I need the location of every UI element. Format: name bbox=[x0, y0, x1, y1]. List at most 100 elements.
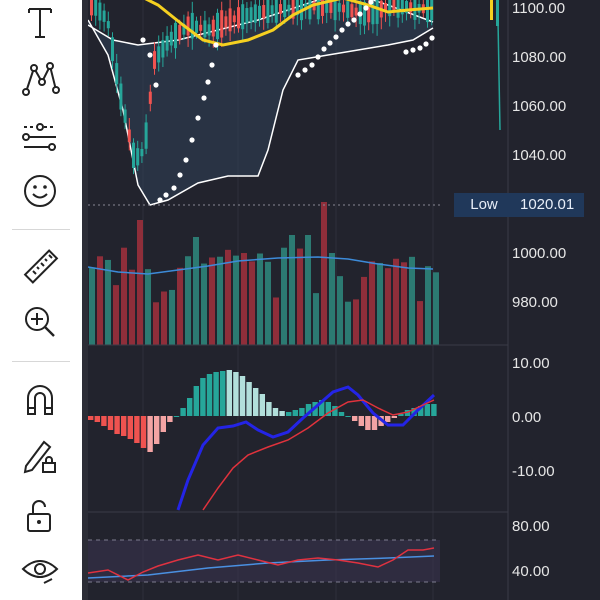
candle-body bbox=[304, 3, 308, 11]
sar-dot bbox=[213, 42, 219, 48]
candle-body bbox=[308, 0, 312, 20]
candle-body bbox=[90, 0, 93, 16]
volume-bar bbox=[137, 220, 143, 345]
macd-label-0: 0.00 bbox=[512, 409, 542, 426]
chart-area[interactable]: 1100.00 1080.00 1060.00 1040.00 1000.00 … bbox=[88, 0, 600, 600]
pattern-tool-button[interactable] bbox=[17, 55, 63, 101]
macd-histogram-bar bbox=[266, 402, 272, 416]
volume-bar bbox=[361, 276, 367, 345]
candle-body bbox=[237, 7, 240, 29]
sar-dot bbox=[321, 46, 327, 52]
candle-body bbox=[186, 16, 190, 36]
sar-dot bbox=[429, 35, 435, 41]
sar-dot bbox=[403, 49, 409, 55]
bollinger-band-fill bbox=[88, 0, 433, 205]
candle-body bbox=[329, 0, 333, 13]
candle-body bbox=[182, 23, 186, 35]
candle-body bbox=[94, 0, 98, 16]
candle-body bbox=[321, 0, 324, 16]
sar-dot bbox=[410, 47, 416, 53]
candle-body bbox=[388, 0, 392, 17]
candle-body bbox=[123, 109, 127, 123]
volume-bar bbox=[425, 266, 431, 345]
sar-dot bbox=[423, 41, 429, 47]
prediction-tool-button[interactable] bbox=[17, 112, 63, 158]
toolbar-divider bbox=[12, 229, 70, 230]
macd-histogram-bar bbox=[279, 411, 285, 416]
candle-body bbox=[169, 31, 173, 46]
candle-body bbox=[333, 0, 337, 21]
sar-dot bbox=[205, 79, 211, 85]
candle-body bbox=[283, 0, 287, 18]
prediction-icon bbox=[22, 123, 56, 151]
macd-histogram-bar bbox=[325, 402, 331, 416]
candle-body bbox=[253, 4, 257, 23]
candle-body bbox=[119, 83, 123, 110]
price-label-1080: 1080.00 bbox=[512, 49, 567, 66]
macd-histogram-bar bbox=[272, 408, 279, 416]
low-price-tag: Low 1020.01 bbox=[454, 193, 584, 217]
sar-dot bbox=[195, 115, 201, 121]
sar-dot bbox=[339, 27, 345, 33]
macd-histogram-bar bbox=[431, 404, 437, 416]
parabolic-sar-dots bbox=[140, 0, 435, 203]
emoji-tool-button[interactable] bbox=[17, 168, 63, 214]
macd-histogram-bar bbox=[358, 416, 364, 426]
text-tool-button[interactable] bbox=[17, 0, 63, 46]
candle-body bbox=[132, 142, 135, 168]
chart-canvas[interactable] bbox=[88, 0, 600, 600]
macd-histogram-bar bbox=[200, 378, 206, 416]
candle-body bbox=[346, 1, 350, 18]
volume-bar bbox=[89, 267, 95, 345]
sar-dot bbox=[417, 45, 423, 51]
moving-average-line bbox=[144, 0, 434, 47]
macd-histogram-bar bbox=[332, 406, 338, 416]
macd-histogram-bar bbox=[127, 416, 133, 439]
candle-body bbox=[392, 0, 396, 12]
sar-dot bbox=[368, 0, 374, 5]
candle-body bbox=[400, 0, 404, 15]
volume-label-980: 980.00 bbox=[512, 294, 558, 311]
volume-bar bbox=[281, 247, 287, 345]
macd-histogram-bar bbox=[424, 404, 430, 416]
lock-drawings-button[interactable] bbox=[17, 433, 63, 479]
candle-body bbox=[216, 12, 219, 40]
sar-dot bbox=[183, 157, 189, 163]
candle-body bbox=[174, 22, 177, 49]
sar-dot bbox=[171, 185, 177, 191]
candle-body bbox=[127, 129, 131, 142]
measure-tool-button[interactable] bbox=[17, 244, 63, 290]
sar-dot bbox=[147, 52, 153, 58]
price-label-1040: 1040.00 bbox=[512, 147, 567, 164]
macd-histogram-bar bbox=[160, 416, 166, 432]
hide-drawings-button[interactable] bbox=[17, 548, 63, 594]
sar-dot bbox=[327, 40, 333, 46]
candle-body bbox=[157, 46, 161, 63]
candle-body bbox=[190, 12, 194, 39]
candle-body bbox=[409, 2, 413, 13]
volume-bar bbox=[105, 259, 111, 345]
candle-body bbox=[375, 0, 379, 24]
magnet-mode-button[interactable] bbox=[17, 377, 63, 423]
macd-histogram-bar bbox=[114, 416, 120, 434]
candle-body bbox=[102, 10, 106, 22]
sar-dot bbox=[163, 192, 169, 198]
lock-all-button[interactable] bbox=[17, 493, 63, 539]
macd-histogram-bar bbox=[259, 394, 265, 416]
macd-histogram-bar bbox=[253, 388, 259, 416]
macd-histogram-bar bbox=[206, 374, 213, 416]
volume-bar bbox=[417, 301, 423, 345]
macd-histogram-bar bbox=[233, 372, 239, 416]
macd-histogram-bar bbox=[147, 416, 153, 452]
volume-bar bbox=[249, 261, 255, 345]
candle-body bbox=[199, 24, 203, 31]
volume-bar bbox=[153, 302, 159, 345]
volume-bar bbox=[313, 293, 319, 345]
toolbar-divider bbox=[12, 361, 70, 362]
volume-bar bbox=[321, 202, 327, 345]
macd-histogram-bar bbox=[101, 416, 107, 426]
eye-icon bbox=[21, 560, 59, 584]
volume-bar bbox=[273, 297, 279, 345]
zoom-tool-button[interactable] bbox=[17, 299, 63, 345]
volume-bar bbox=[129, 269, 135, 345]
